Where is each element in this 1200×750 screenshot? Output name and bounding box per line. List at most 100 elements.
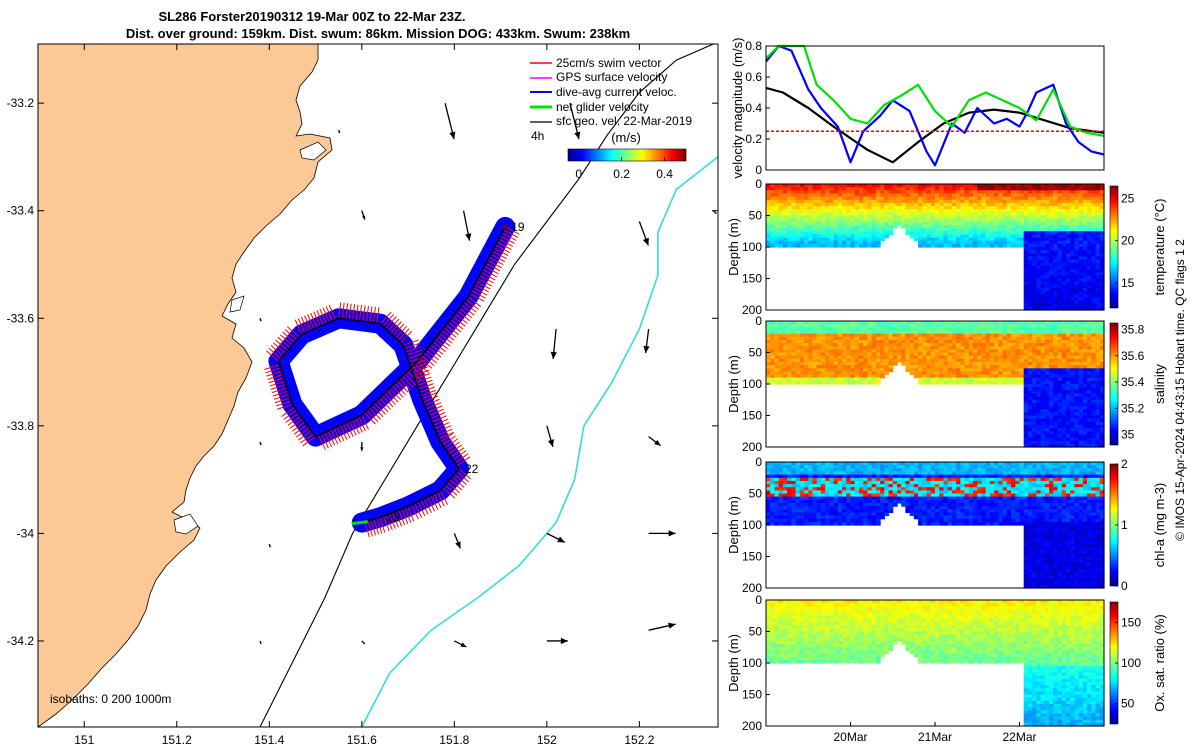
profile-cell [981,361,987,366]
profile-cell [875,240,881,245]
profile-cell [1078,209,1084,213]
profile-cell [1049,190,1054,194]
profile-cell [1061,272,1067,276]
profile-cell [812,487,818,491]
profile-cell [1061,390,1067,394]
profile-cell [905,499,911,504]
swim-vector [386,390,399,403]
swim-vector [389,513,396,529]
profile-cell [778,231,784,236]
profile-cell [795,496,801,501]
profile-cell [1082,284,1088,289]
profile-cell [939,361,944,366]
profile-cell [998,221,1004,226]
profile-cell [1049,281,1054,286]
swim-vector [492,250,507,260]
profile-cell [774,336,780,341]
profile-cell [837,243,843,248]
profile-cell [770,343,775,347]
profile-cell [880,509,885,513]
profile-cell [778,471,784,476]
profile-cell [964,196,970,201]
profile-cell [1082,434,1088,439]
profile-cell [770,221,775,226]
swim-vector [434,421,450,430]
profile-cell [808,330,814,335]
profile-cell [951,231,957,236]
profile-cell [1040,333,1046,338]
map-panel: 151 151.2 151.4 151.6 151.8 152 152.2 -33.2-33… [7,43,719,747]
swim-vector [410,504,419,520]
profile-cell [1032,306,1037,311]
profile-cell [1006,346,1012,350]
profile-cell [1099,361,1105,366]
profile-cell [1028,352,1033,357]
profile-cell [1028,306,1033,311]
profile-cell [1002,196,1008,201]
profile-cell [799,339,805,344]
profile-cell [1049,428,1054,432]
profile-cell [867,499,873,504]
swim-vector [321,433,329,449]
swim-vector [345,303,349,320]
profile-cell [778,518,784,523]
profile-cell [1032,424,1037,429]
profile-cell [1019,199,1025,204]
profile-cell [989,190,995,194]
profile-cell [1074,218,1080,223]
profile-cell [1053,361,1059,366]
profile-cell [985,346,991,350]
profile-cell [1091,368,1097,372]
profile-cell [1049,349,1054,354]
profile-cell [867,471,873,476]
profile-cell [766,199,771,204]
profile-cell [981,324,987,328]
profile-cell [994,206,999,210]
profile-cell [1036,193,1042,198]
profile-cell [846,462,852,466]
profile-cell [829,474,835,479]
profile-cell [909,218,915,223]
profile-cell [981,206,987,210]
profile-cell [918,374,923,379]
profile-cell [1078,412,1084,417]
profile-cell [1036,402,1042,407]
profile-cell [863,346,868,350]
profile-cell [875,349,881,354]
profile-cell [820,240,826,245]
profile-cell [808,237,814,242]
profile-cell [825,355,830,360]
profile-cell [901,224,906,229]
profile-cell [1036,380,1042,385]
profile-cell [1078,212,1084,217]
profile-cell [1002,237,1008,242]
profile-cell [1057,300,1063,305]
profile-cell [909,477,915,482]
profile-cell [1036,284,1042,289]
profile-cell [1053,355,1059,360]
profile-cell [909,184,915,188]
profile-cell [1057,390,1063,394]
profile-cell [1015,321,1021,325]
profile-cell [1091,231,1097,236]
profile-cell [837,506,843,510]
profile-cell [1078,321,1084,325]
profile-cell [846,224,852,229]
profile-cell [977,209,983,213]
profile-cell [791,490,797,495]
profile-cell [1036,212,1042,217]
profile-cell [897,493,902,498]
profile-cell [1023,434,1029,439]
profile-cell [795,190,801,194]
profile-cell [850,496,856,501]
profile-cell [981,199,987,204]
profile-cell [791,480,797,485]
profile-cell [977,215,983,220]
profile-cell [837,327,843,331]
profile-cell [947,184,953,188]
profile-cell [989,346,995,350]
profile-cell [973,324,978,328]
profile-cell [1053,440,1059,445]
profile-cell [913,502,919,507]
profile-cell [880,352,885,357]
